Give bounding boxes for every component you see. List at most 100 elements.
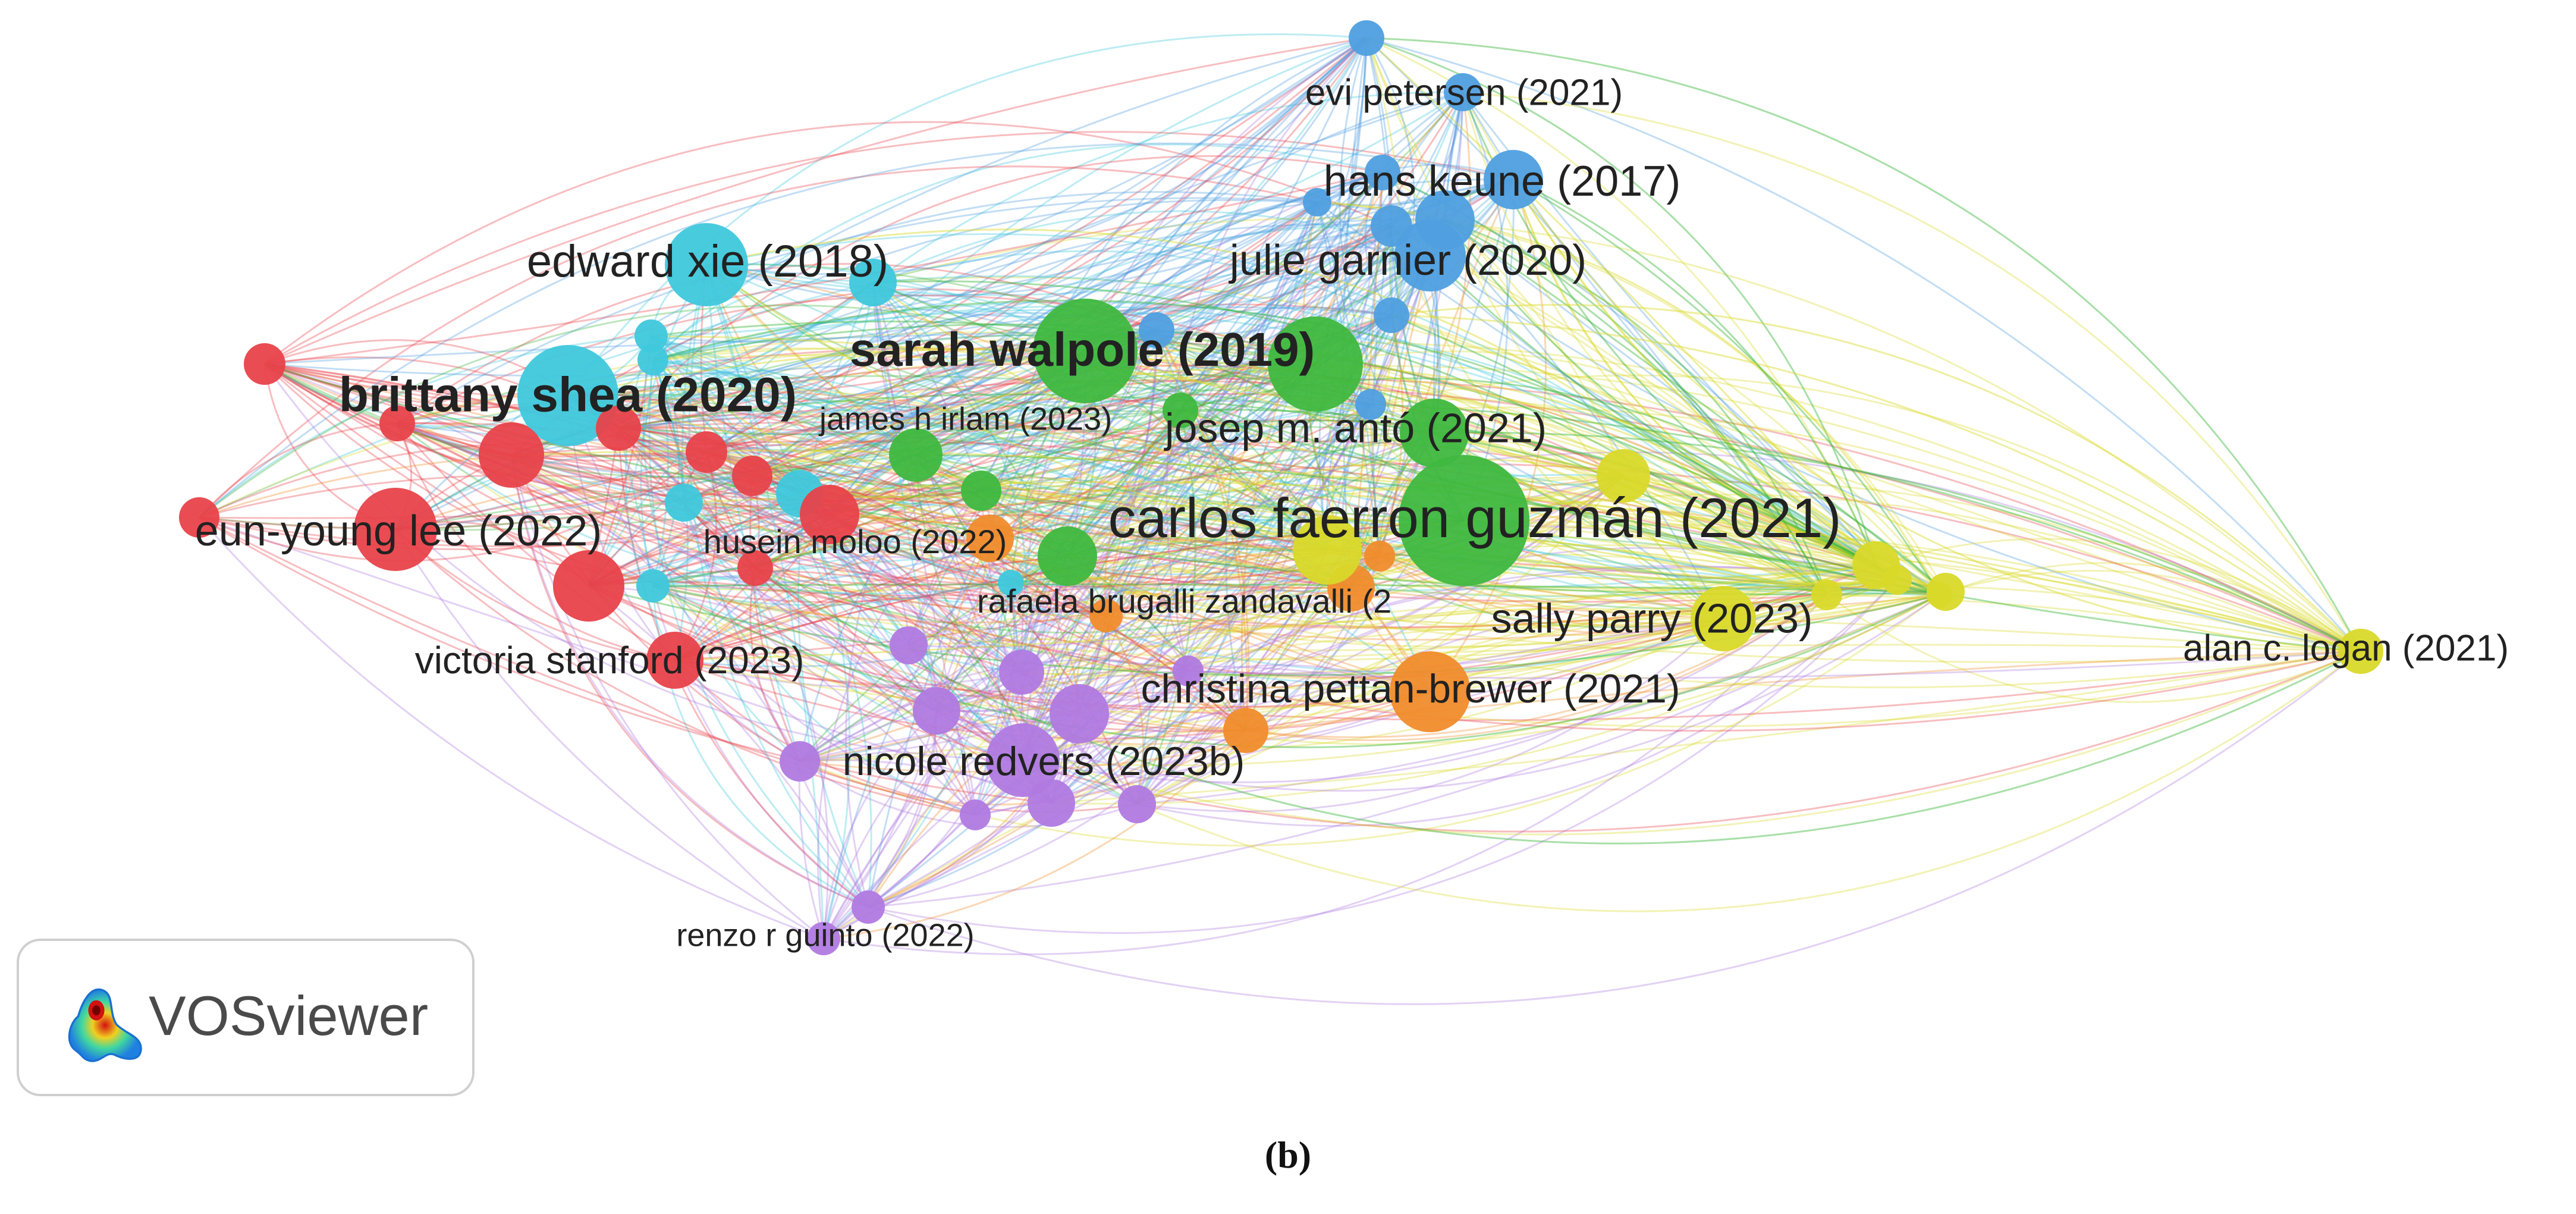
network-edge [755, 567, 2361, 845]
network-edge [511, 225, 1392, 481]
network-edge [1381, 172, 1441, 434]
network-edge [652, 359, 916, 456]
network-edge [264, 131, 1514, 365]
network-edge [264, 37, 1367, 365]
network-edge [264, 363, 707, 462]
network-edge [397, 263, 1157, 425]
network-edge [706, 341, 2361, 653]
network-edge [1136, 255, 1431, 805]
network-edge [867, 549, 1328, 908]
network-edge [936, 410, 1182, 712]
network-edge [652, 359, 1877, 631]
network-node-orange [1089, 599, 1123, 632]
network-edge [264, 363, 801, 762]
network-edge [1391, 314, 1898, 581]
network-edge [618, 421, 1877, 566]
network-edge [567, 394, 1068, 557]
network-node-cyan [517, 345, 618, 446]
network-edge [264, 314, 1392, 446]
network-edge [1155, 330, 1250, 731]
network-edge [981, 403, 1371, 492]
network-edge [1370, 403, 2361, 653]
network-edge [511, 454, 982, 502]
network-edge [567, 363, 1316, 487]
network-edge [1136, 37, 1368, 805]
node-label: evi petersen (2021) [1305, 72, 1623, 113]
network-edge [567, 33, 1367, 396]
network-edge [974, 255, 1431, 815]
network-edge [1021, 592, 2361, 673]
network-edge [1379, 555, 1724, 635]
network-edge [915, 454, 1465, 522]
network-edge [915, 454, 1138, 805]
network-edge [1180, 409, 1940, 596]
network-nodes [179, 20, 2383, 955]
network-edge [872, 281, 1431, 692]
network-edge [935, 403, 1371, 711]
network-edge [1391, 92, 1464, 227]
network-edge [1180, 409, 1946, 593]
network-edge [652, 171, 1383, 587]
network-edge [652, 359, 1431, 693]
network-edge [264, 121, 1392, 365]
network-edge [1105, 410, 1182, 616]
network-edge [618, 379, 2361, 653]
node-label: sarah walpole (2019) [850, 323, 1315, 376]
network-edge [263, 363, 1023, 761]
network-edge [749, 567, 801, 762]
network-edge [588, 585, 869, 908]
network-edge [1512, 179, 1877, 566]
network-edge [755, 529, 991, 569]
network-edge [617, 155, 1383, 429]
network-edge [823, 219, 1446, 940]
network-edge [817, 490, 982, 939]
network-edge [652, 403, 1371, 587]
network-edge [823, 330, 1158, 940]
network-edge [1318, 91, 1464, 551]
network-edge [755, 555, 1189, 672]
network-edge [394, 529, 824, 940]
network-edge [588, 223, 1392, 586]
network-edge [799, 492, 1352, 589]
network-edge [975, 670, 1189, 816]
network-edge [799, 578, 1352, 763]
network-edge [872, 37, 1367, 284]
network-node-purple [890, 626, 928, 664]
network-node-blue [1355, 389, 1386, 420]
network-node-red [686, 431, 727, 473]
network-edge [1136, 475, 1624, 805]
network-edge [395, 454, 916, 531]
network-node-yellow [1691, 586, 1756, 651]
network-edge [872, 91, 1463, 284]
network-node-green [961, 470, 1001, 511]
network-edge [936, 432, 1435, 712]
network-edge [1136, 410, 1196, 805]
network-node-blue [1374, 297, 1409, 333]
network-edge [198, 422, 398, 519]
network-node-green [1399, 455, 1529, 586]
network-edge [1379, 555, 1724, 628]
network-edge [199, 304, 1086, 519]
network-edge [1022, 202, 1318, 761]
network-edge [1434, 431, 2361, 653]
network-edge [822, 671, 1022, 939]
network-edge [1179, 410, 1724, 629]
network-edge [199, 142, 1514, 519]
network-edge [264, 363, 684, 504]
network-edge [394, 528, 676, 661]
network-edge [1022, 202, 1318, 761]
network-edge [588, 281, 874, 586]
network-edge [567, 394, 976, 815]
network-edge [652, 518, 1827, 596]
network-edge [872, 276, 1946, 593]
network-edge [674, 555, 1068, 661]
network-edge [588, 171, 1384, 587]
network-node-blue [1394, 220, 1466, 291]
network-edge [989, 444, 1624, 539]
network-edge [652, 359, 1827, 596]
node-label: christina pettan-brewer (2021) [1141, 666, 1680, 711]
network-node-cyan [665, 484, 703, 522]
network-edge [674, 617, 1724, 695]
network-edge [652, 178, 1515, 587]
network-edge [1104, 409, 1182, 616]
